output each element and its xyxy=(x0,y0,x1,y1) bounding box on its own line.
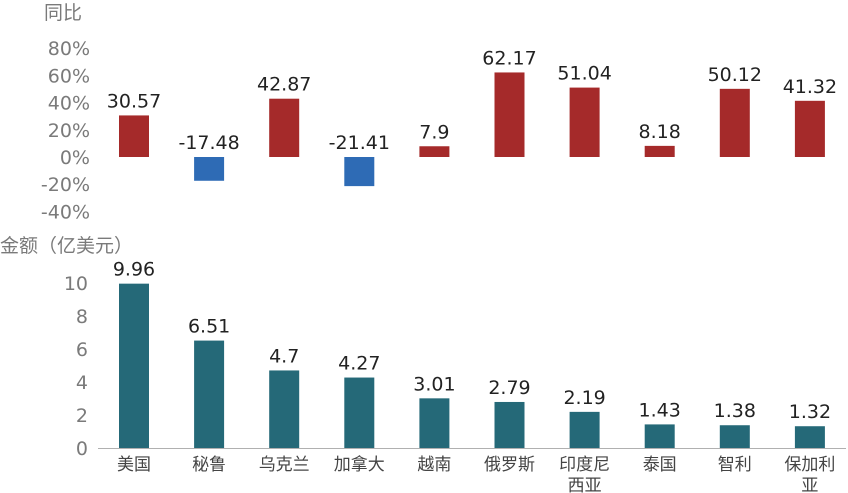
category-label: 西亚 xyxy=(568,476,602,493)
yoy-data-label: 42.87 xyxy=(257,74,311,96)
yoy-data-label: -21.41 xyxy=(329,132,390,154)
yoy-data-label: 62.17 xyxy=(482,47,536,69)
amount-chart: 金额（亿美元） 10 8 6 4 2 0 9.96 6.51 4.7 4.27 3.01 2.79 2… xyxy=(0,235,846,493)
category-label: 加拿大 xyxy=(334,454,385,475)
category-label: 越南 xyxy=(417,455,451,475)
yoy-data-label: 50.12 xyxy=(708,64,762,86)
amount-data-label: 2.19 xyxy=(563,387,605,409)
amount-bar xyxy=(494,401,525,448)
amount-y-tick-label: 2 xyxy=(76,405,88,427)
yoy-bar xyxy=(119,115,149,157)
yoy-y-tick-label: 20% xyxy=(48,120,90,142)
amount-data-label: 2.79 xyxy=(488,377,530,399)
category-label: 俄罗斯 xyxy=(484,455,535,475)
yoy-bar xyxy=(269,98,300,157)
yoy-bar xyxy=(644,145,675,157)
amount-data-label: 6.51 xyxy=(188,316,230,338)
yoy-y-tick-label: -20% xyxy=(41,174,90,196)
yoy-bar xyxy=(794,100,825,157)
yoy-data-label: 30.57 xyxy=(107,90,161,112)
amount-data-label: 4.7 xyxy=(269,345,299,367)
amount-bar xyxy=(644,424,675,448)
amount-bars xyxy=(119,283,825,448)
amount-data-label: 1.43 xyxy=(639,399,681,421)
yoy-bars xyxy=(119,72,825,187)
yoy-y-ticks: 80% 60% 40% 20% 0% -20% -40% xyxy=(41,38,90,223)
yoy-y-tick-label: 0% xyxy=(60,147,90,169)
category-label: 乌克兰 xyxy=(259,455,310,475)
category-label: 印度尼 xyxy=(559,455,610,475)
yoy-y-tick-label: -40% xyxy=(41,201,90,223)
yoy-bar xyxy=(194,157,225,181)
amount-data-label: 4.27 xyxy=(338,353,380,375)
amount-bar xyxy=(419,398,450,448)
category-label: 秘鲁 xyxy=(192,455,226,475)
yoy-axis-title: 同比 xyxy=(44,2,82,24)
yoy-bar xyxy=(719,88,750,157)
amount-bar xyxy=(119,283,149,448)
amount-data-label: 9.96 xyxy=(113,259,155,281)
amount-y-tick-label: 0 xyxy=(76,438,88,460)
amount-data-label: 1.32 xyxy=(789,401,831,423)
yoy-y-tick-label: 60% xyxy=(48,65,90,87)
amount-bar xyxy=(269,370,300,448)
yoy-bar xyxy=(344,157,375,187)
yoy-bar xyxy=(494,72,525,157)
amount-bar xyxy=(194,340,225,448)
category-label: 美国 xyxy=(117,455,151,475)
amount-data-label: 1.38 xyxy=(714,400,756,422)
amount-axis-title: 金额（亿美元） xyxy=(0,235,133,257)
amount-bar xyxy=(794,426,825,448)
amount-data-label: 3.01 xyxy=(413,373,455,395)
amount-y-tick-label: 8 xyxy=(76,306,88,328)
yoy-data-label: 8.18 xyxy=(639,121,681,143)
amount-bar xyxy=(569,411,600,448)
amount-y-tick-label: 10 xyxy=(64,273,88,295)
amount-y-tick-label: 4 xyxy=(76,372,88,394)
yoy-data-label: 51.04 xyxy=(557,63,611,85)
category-label: 泰国 xyxy=(643,455,677,475)
yoy-growth-chart: 同比 80% 60% 40% 20% 0% -20% -40% 30.57 -17.48 42.… xyxy=(41,2,837,223)
yoy-data-label: 7.9 xyxy=(419,121,449,143)
yoy-y-tick-label: 80% xyxy=(48,38,90,60)
category-label: 亚 xyxy=(801,476,818,493)
amount-data-labels: 9.96 6.51 4.7 4.27 3.01 2.79 2.19 1.43 1.38 1.32 xyxy=(113,259,831,424)
amount-bar xyxy=(344,377,375,448)
yoy-y-tick-label: 40% xyxy=(48,93,90,115)
category-label: 智利 xyxy=(718,455,752,475)
yoy-data-labels: 30.57 -17.48 42.87 -21.41 7.9 62.17 51.04 8.18 5… xyxy=(107,47,837,154)
amount-bar xyxy=(719,425,750,448)
yoy-data-label: 41.32 xyxy=(783,76,837,98)
yoy-bar xyxy=(569,87,600,157)
category-label: 保加利 xyxy=(784,455,835,475)
amount-y-ticks: 10 8 6 4 2 0 xyxy=(64,273,88,460)
yoy-bar xyxy=(419,146,450,157)
amount-y-tick-label: 6 xyxy=(76,339,88,361)
yoy-data-label: -17.48 xyxy=(178,132,239,154)
